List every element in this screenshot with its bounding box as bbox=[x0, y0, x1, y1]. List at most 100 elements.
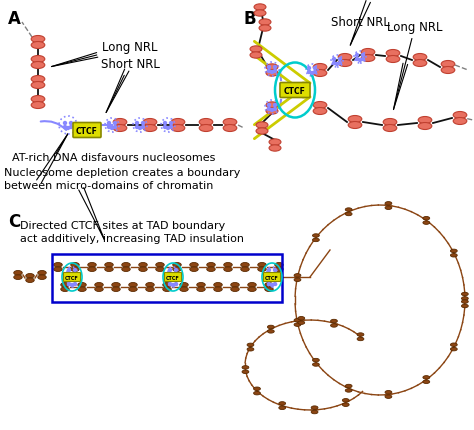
Circle shape bbox=[174, 283, 177, 286]
Circle shape bbox=[70, 126, 73, 129]
Ellipse shape bbox=[330, 324, 337, 327]
Ellipse shape bbox=[241, 263, 249, 267]
Ellipse shape bbox=[129, 283, 137, 287]
Ellipse shape bbox=[190, 263, 198, 267]
Circle shape bbox=[64, 122, 66, 125]
Circle shape bbox=[71, 284, 73, 287]
Ellipse shape bbox=[450, 347, 457, 351]
Text: CTCF: CTCF bbox=[284, 86, 306, 95]
Ellipse shape bbox=[313, 64, 327, 71]
Ellipse shape bbox=[450, 249, 457, 253]
Text: CTCF: CTCF bbox=[76, 126, 98, 135]
Circle shape bbox=[308, 68, 310, 71]
Circle shape bbox=[67, 273, 71, 276]
Ellipse shape bbox=[26, 274, 34, 279]
Circle shape bbox=[356, 54, 358, 57]
Circle shape bbox=[313, 68, 317, 71]
Circle shape bbox=[172, 274, 174, 277]
Ellipse shape bbox=[38, 271, 46, 276]
Circle shape bbox=[168, 279, 172, 282]
Circle shape bbox=[338, 62, 341, 65]
Ellipse shape bbox=[423, 380, 430, 384]
Circle shape bbox=[142, 122, 145, 125]
Ellipse shape bbox=[105, 263, 113, 267]
Ellipse shape bbox=[418, 117, 432, 124]
Ellipse shape bbox=[223, 125, 237, 132]
Ellipse shape bbox=[348, 116, 362, 123]
Ellipse shape bbox=[386, 56, 400, 63]
Circle shape bbox=[108, 126, 110, 129]
Text: Long NRL: Long NRL bbox=[387, 21, 443, 110]
Ellipse shape bbox=[71, 267, 79, 272]
Ellipse shape bbox=[207, 267, 215, 272]
Circle shape bbox=[267, 66, 271, 69]
Circle shape bbox=[174, 273, 177, 276]
Circle shape bbox=[142, 126, 145, 129]
Ellipse shape bbox=[279, 402, 286, 405]
Text: Nucleosome depletion creates a boundary
between micro-domains of chromatin: Nucleosome depletion creates a boundary … bbox=[4, 168, 240, 191]
Ellipse shape bbox=[258, 263, 266, 267]
Circle shape bbox=[168, 273, 172, 276]
Circle shape bbox=[273, 108, 276, 111]
Ellipse shape bbox=[311, 406, 318, 409]
Circle shape bbox=[267, 283, 271, 286]
Ellipse shape bbox=[231, 283, 239, 287]
Ellipse shape bbox=[386, 50, 400, 57]
Ellipse shape bbox=[450, 254, 457, 258]
Circle shape bbox=[70, 122, 73, 125]
Circle shape bbox=[273, 269, 276, 272]
Ellipse shape bbox=[146, 283, 154, 287]
Circle shape bbox=[336, 63, 338, 66]
Ellipse shape bbox=[171, 125, 185, 132]
Ellipse shape bbox=[31, 62, 45, 69]
Circle shape bbox=[356, 58, 358, 61]
Ellipse shape bbox=[267, 330, 274, 333]
Ellipse shape bbox=[31, 56, 45, 63]
Text: B: B bbox=[244, 10, 256, 28]
Ellipse shape bbox=[418, 123, 432, 130]
Ellipse shape bbox=[450, 343, 457, 347]
Ellipse shape bbox=[197, 287, 205, 292]
Ellipse shape bbox=[298, 317, 305, 320]
Circle shape bbox=[73, 273, 76, 276]
Ellipse shape bbox=[112, 283, 120, 287]
Ellipse shape bbox=[266, 109, 278, 115]
Ellipse shape bbox=[267, 326, 274, 329]
Ellipse shape bbox=[14, 275, 22, 280]
Ellipse shape bbox=[383, 125, 397, 132]
FancyBboxPatch shape bbox=[280, 83, 310, 98]
Ellipse shape bbox=[265, 287, 273, 292]
Circle shape bbox=[73, 283, 76, 286]
Circle shape bbox=[308, 71, 310, 74]
Text: A: A bbox=[8, 10, 21, 28]
Circle shape bbox=[168, 283, 172, 286]
Ellipse shape bbox=[31, 37, 45, 43]
Ellipse shape bbox=[453, 112, 467, 119]
Ellipse shape bbox=[338, 54, 352, 61]
Ellipse shape bbox=[269, 145, 281, 152]
Circle shape bbox=[172, 284, 174, 287]
Ellipse shape bbox=[143, 125, 157, 132]
Ellipse shape bbox=[462, 304, 468, 308]
Ellipse shape bbox=[254, 387, 260, 390]
Circle shape bbox=[67, 283, 71, 286]
Ellipse shape bbox=[95, 283, 103, 287]
Circle shape bbox=[313, 71, 317, 74]
Ellipse shape bbox=[231, 287, 239, 292]
Ellipse shape bbox=[357, 333, 364, 337]
Ellipse shape bbox=[385, 202, 392, 206]
Ellipse shape bbox=[88, 263, 96, 267]
Circle shape bbox=[273, 283, 276, 286]
Ellipse shape bbox=[247, 348, 254, 351]
Ellipse shape bbox=[254, 11, 266, 17]
Ellipse shape bbox=[338, 60, 352, 68]
Ellipse shape bbox=[423, 217, 430, 221]
Ellipse shape bbox=[462, 297, 468, 301]
Circle shape bbox=[170, 122, 173, 125]
Ellipse shape bbox=[294, 278, 301, 282]
Circle shape bbox=[166, 127, 170, 130]
Ellipse shape bbox=[311, 410, 318, 414]
Ellipse shape bbox=[122, 263, 130, 267]
Ellipse shape bbox=[31, 82, 45, 89]
Ellipse shape bbox=[254, 391, 260, 395]
